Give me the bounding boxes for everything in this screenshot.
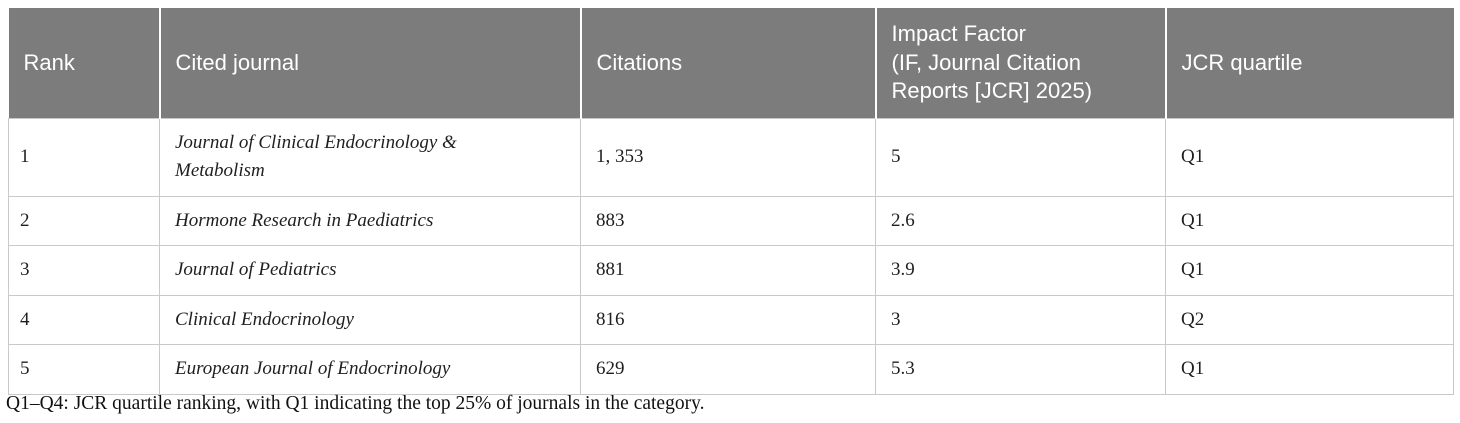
journal-name: Clinical Endocrinology: [175, 308, 354, 330]
journal-cell: European Journal of Endocrinology: [159, 344, 581, 395]
table-row: 5 European Journal of Endocrinology 629 …: [8, 344, 1454, 395]
journal-cell: Clinical Endocrinology: [159, 294, 581, 346]
rank-cell: 2: [8, 195, 160, 247]
journal-name: European Journal of Endocrinology: [175, 358, 451, 380]
column-header-cited-journal: Cited journal: [158, 8, 581, 119]
table-row: 2 Hormone Research in Paediatrics 883 2.…: [8, 195, 1454, 247]
rank-cell: 1: [8, 117, 160, 197]
rank-cell: 5: [8, 344, 160, 395]
column-header-citations: Citations: [579, 8, 876, 119]
citations-cell: 816: [580, 294, 876, 346]
rank-cell: 3: [8, 245, 160, 296]
quartile-cell: Q1: [1165, 344, 1454, 395]
citations-cell: 883: [580, 195, 876, 247]
table-row: 1 Journal of Clinical Endocrinology & Me…: [8, 117, 1454, 197]
quartile-cell: Q1: [1165, 245, 1454, 296]
journal-name: Journal of Pediatrics: [175, 259, 337, 281]
journal-name: Hormone Research in Paediatrics: [175, 209, 434, 231]
journal-cell: Journal of Pediatrics: [159, 245, 581, 296]
citations-cell: 1, 353: [580, 117, 876, 197]
table-row: 3 Journal of Pediatrics 881 3.9 Q1: [8, 245, 1454, 296]
rank-cell: 4: [8, 294, 160, 346]
citations-cell: 629: [580, 344, 876, 395]
table-header: Rank Cited journal Citations Impact Fact…: [8, 8, 1454, 119]
cited-journals-table: Rank Cited journal Citations Impact Fact…: [8, 8, 1454, 395]
citations-cell: 881: [580, 245, 876, 296]
impact-factor-cell: 5.3: [875, 344, 1166, 395]
impact-factor-cell: 3: [875, 294, 1166, 346]
header-row: Rank Cited journal Citations Impact Fact…: [8, 8, 1454, 119]
journal-cell: Hormone Research in Paediatrics: [159, 195, 581, 247]
quartile-cell: Q1: [1165, 195, 1454, 247]
table-footnote: Q1–Q4: JCR quartile ranking, with Q1 ind…: [6, 393, 705, 414]
journal-name: Journal of Clinical Endocrinology & Meta…: [175, 131, 457, 182]
impact-factor-cell: 2.6: [875, 195, 1166, 247]
table-body: 1 Journal of Clinical Endocrinology & Me…: [8, 117, 1454, 395]
column-header-jcr-quartile: JCR quartile: [1164, 8, 1454, 119]
journal-cell: Journal of Clinical Endocrinology & Meta…: [159, 117, 581, 197]
column-header-rank: Rank: [8, 8, 160, 119]
impact-factor-cell: 3.9: [875, 245, 1166, 296]
column-header-impact-factor: Impact Factor (IF, Journal Citation Repo…: [874, 8, 1166, 119]
table-row: 4 Clinical Endocrinology 816 3 Q2: [8, 294, 1454, 346]
quartile-cell: Q1: [1165, 117, 1454, 197]
quartile-cell: Q2: [1165, 294, 1454, 346]
impact-factor-cell: 5: [875, 117, 1166, 197]
